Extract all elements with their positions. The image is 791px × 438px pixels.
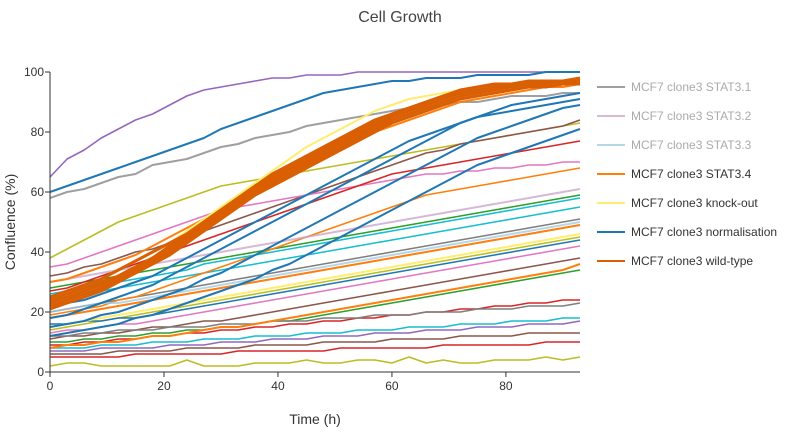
series-6-line-2 (49, 79, 580, 305)
background-series-line-13 (50, 317, 580, 349)
background-series-line-8 (49, 236, 581, 331)
y-tick-label: 60 (31, 185, 45, 199)
series-5-line-2 (49, 104, 581, 328)
series-5-line-1 (49, 92, 581, 319)
series-6-line-0 (49, 79, 580, 308)
series-3-line-1 (49, 224, 581, 319)
background-series-line-15 (50, 332, 580, 355)
legend-label[interactable]: MCF7 clone3 STAT3.4 (631, 167, 752, 181)
legend: MCF7 clone3 STAT3.1 MCF7 clone3 STAT3.2 MC… (597, 80, 777, 268)
x-tick-label: 0 (47, 379, 54, 393)
legend-label[interactable]: MCF7 clone3 STAT3.1 (631, 80, 752, 94)
background-series-line-21 (50, 302, 581, 337)
background-series-line-16 (50, 341, 580, 358)
x-tick-label: 60 (385, 379, 399, 393)
legend-label[interactable]: MCF7 clone3 knock-out (631, 196, 758, 210)
series-2-line-0 (49, 221, 581, 313)
legend-label[interactable]: MCF7 clone3 wild-type (631, 254, 753, 268)
background-series-line-18 (50, 239, 581, 325)
y-tick-label: 80 (31, 125, 45, 139)
background-series-line-9 (49, 245, 581, 334)
plot-area (49, 71, 581, 367)
x-ticks: 0 20 40 60 80 (47, 372, 513, 393)
series-3-line-2 (49, 263, 581, 349)
y-tick-label: 100 (24, 65, 44, 79)
background-series-line-2 (49, 119, 581, 277)
background-series-line-11 (50, 269, 581, 343)
legend-label[interactable]: MCF7 clone3 STAT3.3 (631, 138, 752, 152)
series-6-line-4 (49, 76, 581, 299)
legend-label[interactable]: MCF7 clone3 STAT3.2 (631, 109, 752, 123)
series-5-line-3 (49, 98, 581, 307)
background-series-line-20 (49, 197, 581, 295)
x-axis-label: Time (h) (289, 411, 341, 427)
axes (49, 72, 580, 373)
background-series-line-17 (49, 356, 581, 367)
series-0-line-0 (49, 92, 580, 199)
background-series-line-0 (49, 71, 580, 178)
x-tick-label: 20 (157, 379, 171, 393)
y-tick-label: 20 (31, 305, 45, 319)
y-axis-label: Confluence (%) (2, 174, 18, 271)
background-series-line-14 (50, 320, 581, 352)
series-5-line-0 (49, 71, 580, 193)
y-tick-label: 40 (31, 245, 45, 259)
background-series-line-5 (49, 140, 581, 292)
x-tick-label: 80 (499, 379, 513, 393)
series-6-line-3 (49, 82, 580, 311)
background-series-line-19 (49, 167, 581, 316)
series-5-line-4 (49, 128, 581, 337)
series-4-line-1 (49, 233, 581, 328)
chart-title: Cell Growth (358, 9, 442, 26)
y-ticks: 0 20 40 60 80 100 (24, 65, 50, 379)
background-series-line-6 (49, 206, 581, 301)
x-tick-label: 40 (271, 379, 285, 393)
background-series-line-3 (49, 161, 580, 268)
y-tick-label: 0 (37, 365, 44, 379)
legend-label[interactable]: MCF7 clone3 normalisation (631, 225, 777, 239)
